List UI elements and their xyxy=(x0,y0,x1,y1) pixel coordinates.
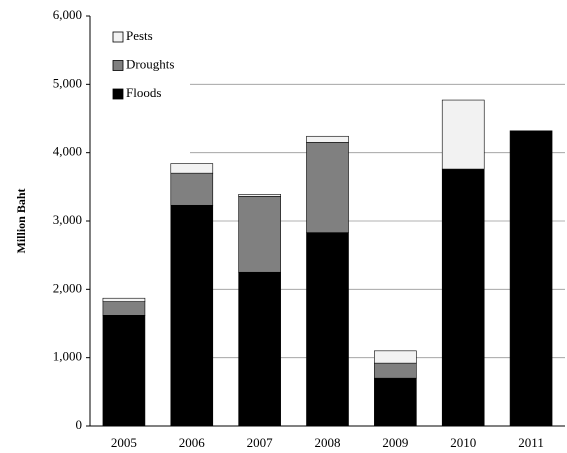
y-tick-label: 1,000 xyxy=(53,349,82,364)
x-tick-label: 2005 xyxy=(111,435,137,450)
y-tick-label: 6,000 xyxy=(53,7,82,22)
x-tick-label: 2006 xyxy=(179,435,206,450)
y-tick-label: 5,000 xyxy=(53,75,82,90)
bar-segment xyxy=(509,130,553,427)
y-tick-label: 4,000 xyxy=(53,144,82,159)
legend-label: Pests xyxy=(126,28,153,43)
y-tick-label: 3,000 xyxy=(53,212,82,227)
bar-segment xyxy=(306,232,349,427)
x-tick-label: 2010 xyxy=(450,435,476,450)
bar-segment xyxy=(170,172,214,206)
bar-segment xyxy=(238,271,281,427)
bar-segment xyxy=(374,377,417,427)
bar-segment xyxy=(306,135,349,143)
bar-segment xyxy=(102,301,146,316)
bar-segment xyxy=(238,194,281,197)
bar-segment xyxy=(441,99,485,170)
bar-segment xyxy=(441,168,485,427)
bar-segment xyxy=(170,163,214,174)
x-tick-label: 2009 xyxy=(382,435,408,450)
y-tick-label: 2,000 xyxy=(53,280,82,295)
legend-label: Floods xyxy=(126,85,161,100)
legend-label: Droughts xyxy=(126,56,174,71)
bar-segment xyxy=(170,204,214,427)
x-tick-label: 2008 xyxy=(315,435,341,450)
legend-swatch xyxy=(112,31,124,43)
legend-swatch xyxy=(112,60,124,71)
bar-segment xyxy=(238,196,281,273)
bar-segment xyxy=(374,350,417,364)
bar-segment xyxy=(306,142,349,233)
y-tick-label: 0 xyxy=(76,417,83,432)
bar-segment xyxy=(102,314,146,427)
bar-segment xyxy=(374,362,417,379)
bar-segment xyxy=(102,297,146,302)
legend-swatch xyxy=(112,88,124,100)
x-tick-label: 2007 xyxy=(247,435,274,450)
x-tick-label: 2011 xyxy=(518,435,544,450)
y-axis-label: Million Baht xyxy=(14,188,28,253)
